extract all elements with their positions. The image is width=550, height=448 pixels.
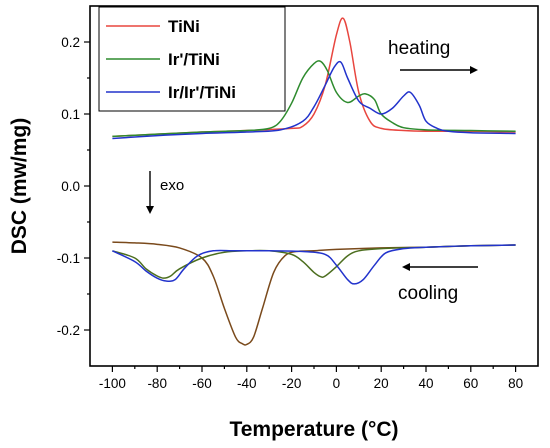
legend-label: Ir'/TiNi <box>168 50 220 69</box>
heating-label: heating <box>388 38 450 59</box>
exo-arrowhead-icon <box>146 206 154 214</box>
heating-annotation: heating <box>388 38 478 74</box>
x-tick-label: 0 <box>333 376 341 391</box>
x-tick-label: 80 <box>508 376 523 391</box>
legend-label: TiNi <box>168 17 200 36</box>
y-tick-label: 0.0 <box>61 179 80 194</box>
y-tick-label: 0.2 <box>61 35 80 50</box>
x-tick-label: 20 <box>374 376 389 391</box>
heating-arrowhead-icon <box>470 66 478 74</box>
y-axis-title: DSC (mw/mg) <box>8 118 31 255</box>
y-axis-ticks: -0.2 -0.1 0.0 0.1 0.2 <box>57 35 90 338</box>
x-tick-label: -40 <box>237 376 257 391</box>
y-tick-label: -0.2 <box>57 323 80 338</box>
series-line-ir-ir-tini <box>112 60 516 140</box>
x-axis-ticks: -100 -80 -60 -40 -20 0 20 40 60 80 <box>99 366 523 391</box>
x-tick-label: 60 <box>463 376 478 391</box>
exo-annotation: exo <box>146 171 184 214</box>
series-line-ir-tini <box>112 60 516 138</box>
y-tick-label: -0.1 <box>57 251 80 266</box>
x-tick-label: 40 <box>418 376 433 391</box>
series-line-ir-ir-tini-cooling <box>112 244 516 285</box>
legend-box <box>98 6 286 112</box>
x-axis-title: Temperature (°C) <box>229 418 398 441</box>
x-tick-label: -20 <box>282 376 302 391</box>
cooling-annotation: cooling <box>398 263 478 304</box>
series-line-ir-tini-cooling <box>112 244 516 279</box>
legend-label: Ir/Ir'/TiNi <box>168 83 236 102</box>
cooling-label: cooling <box>398 283 458 304</box>
y-tick-label: 0.1 <box>61 107 80 122</box>
series-line-tini-cooling <box>112 241 516 346</box>
cooling-arrowhead-icon <box>402 263 410 271</box>
series-layer <box>112 17 516 346</box>
legend: TiNi Ir'/TiNi Ir/Ir'/TiNi <box>98 6 286 112</box>
exo-label: exo <box>160 177 184 194</box>
x-tick-label: -100 <box>99 376 126 391</box>
x-tick-label: -80 <box>147 376 167 391</box>
x-tick-label: -60 <box>192 376 212 391</box>
